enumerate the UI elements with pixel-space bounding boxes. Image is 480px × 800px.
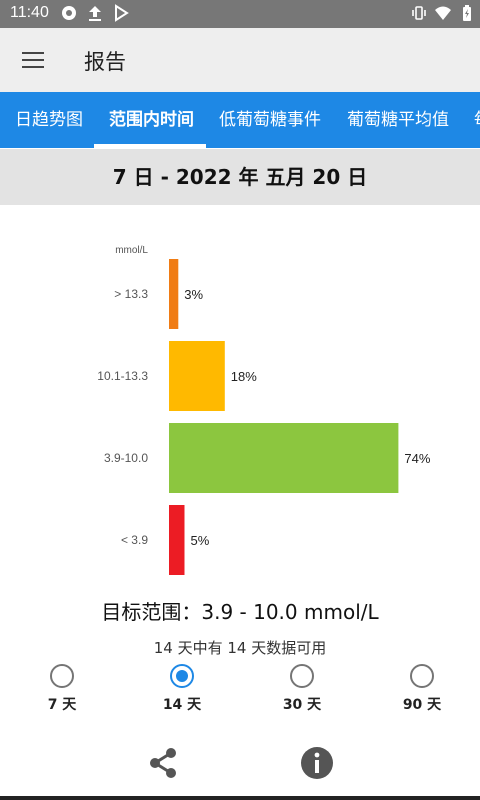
period-label: 7 天 (47, 697, 77, 713)
bar (169, 341, 225, 411)
tab-indicator (94, 144, 206, 148)
period-radio-14-days[interactable]: 14 天 (152, 664, 212, 720)
upload-icon (89, 6, 101, 21)
tab-next-partial[interactable]: 每 (474, 92, 480, 148)
period-radio-90-days[interactable]: 90 天 (392, 664, 452, 720)
wifi-icon (435, 6, 451, 20)
target-range-value: 3.9 - 10.0 mmol/L (201, 600, 379, 624)
bar (169, 259, 179, 329)
period-label: 90 天 (402, 697, 442, 713)
status-bar: 11:40 (0, 0, 480, 28)
date-range: 7 日 - 2022 年 五月 20 日 (0, 149, 480, 205)
notification-dot-icon (62, 6, 76, 20)
period-label: 30 天 (282, 697, 322, 713)
data-label: 3% (184, 287, 203, 302)
play-store-icon (115, 4, 129, 22)
page-title: 报告 (84, 50, 126, 74)
radio-circle[interactable] (410, 664, 434, 688)
data-label: 18% (231, 369, 257, 384)
status-time: 11:40 (10, 4, 49, 21)
system-nav-bar (0, 796, 480, 800)
tab-time-in-range[interactable]: 范围内时间 (109, 110, 194, 130)
data-label: 5% (191, 533, 210, 548)
hamburger-menu-icon[interactable] (20, 48, 46, 72)
data-label: 74% (404, 451, 430, 466)
target-range: 目标范围：3.9 - 10.0 mmol/L (0, 596, 480, 625)
tab-average-glucose[interactable]: 葡萄糖平均值 (347, 110, 449, 130)
target-range-label: 目标范围： (101, 600, 202, 624)
radio-circle[interactable] (170, 664, 194, 688)
battery-icon (463, 5, 471, 21)
category-label: 10.1-13.3 (97, 369, 148, 383)
y-axis-unit: mmol/L (115, 245, 148, 256)
vibrate-icon (412, 6, 426, 20)
bar (169, 423, 399, 493)
share-icon[interactable] (145, 745, 181, 781)
radio-circle[interactable] (50, 664, 74, 688)
category-label: < 3.9 (121, 533, 148, 547)
report-tabs: 日趋势图 范围内时间 低葡萄糖事件 葡萄糖平均值 每 (0, 92, 480, 148)
period-label: 14 天 (162, 697, 202, 713)
period-radio-30-days[interactable]: 30 天 (272, 664, 332, 720)
radio-circle[interactable] (290, 664, 314, 688)
category-label: > 13.3 (114, 287, 148, 301)
tab-daily-trend[interactable]: 日趋势图 (15, 110, 83, 130)
data-availability: 14 天中有 14 天数据可用 (153, 639, 327, 657)
category-label: 3.9-10.0 (104, 451, 148, 465)
time-in-range-chart: mmol/L > 13.3 3% 10.1-13.3 18% 3.9-10.0 74% < 3… (97, 245, 431, 575)
period-radio-7-days[interactable]: 7 天 (32, 664, 92, 720)
tab-low-glucose-events[interactable]: 低葡萄糖事件 (219, 110, 321, 130)
app-bar: 报告 (0, 28, 480, 92)
info-icon[interactable] (299, 745, 335, 781)
bar (169, 505, 185, 575)
